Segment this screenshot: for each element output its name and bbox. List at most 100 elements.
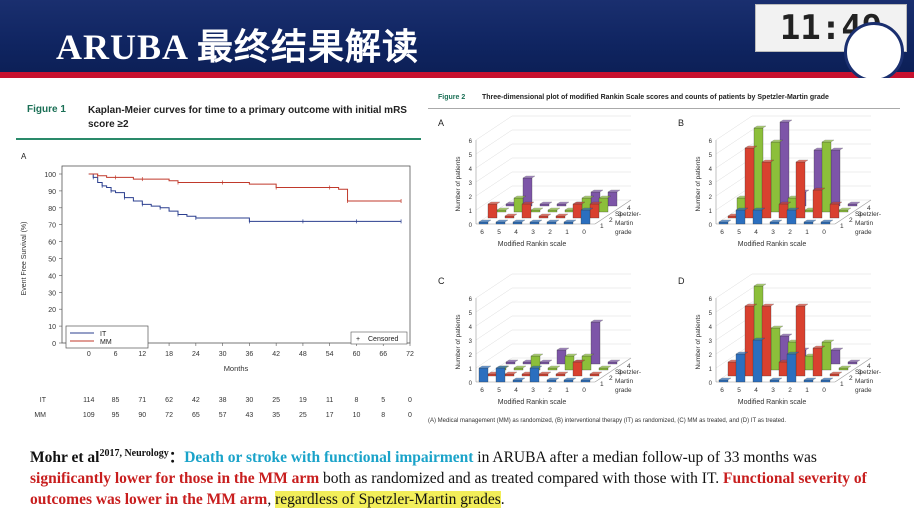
z-axis-label-1: Spetzler-	[615, 369, 641, 376]
z-axis-label-2: Martin	[615, 378, 633, 385]
x-tick-label: 18	[165, 351, 173, 358]
y-tick-label: 3	[469, 181, 473, 187]
bar-B-5-g3	[753, 127, 764, 213]
bar-A-0-g2	[589, 203, 600, 219]
bar-D-4-g1	[752, 339, 763, 383]
x-tick-label: 5	[737, 229, 741, 236]
bar-C-0-g3	[598, 367, 609, 371]
y-tick-label: 2	[709, 195, 713, 201]
x-tick-label: 1	[565, 387, 569, 394]
bar-B-1-g4	[830, 149, 841, 207]
bar-B-5-g2	[744, 147, 755, 219]
bar-C-4-g2	[521, 373, 532, 377]
at-risk-value: 71	[138, 397, 146, 404]
grid-line-side	[475, 143, 513, 169]
x-tick-label: 24	[192, 351, 200, 358]
bar-top	[803, 377, 817, 381]
bar-D-1-g4	[830, 349, 841, 365]
bar-top	[847, 359, 861, 363]
bar-C-3-g2	[538, 373, 549, 377]
z-tick-label: 1	[840, 381, 844, 388]
bar-top	[538, 213, 552, 217]
z-axis-label-1: Spetzler-	[855, 211, 881, 218]
bar-B-4-g3	[770, 141, 781, 213]
bar-top	[590, 319, 604, 323]
bar-B-3-g2	[778, 203, 789, 219]
bar-top	[770, 325, 784, 329]
bar-top	[821, 339, 835, 343]
at-risk-value: 0	[408, 397, 412, 404]
bar-top	[752, 337, 766, 341]
x-tick-label: 0	[582, 387, 586, 394]
bar-C-3-g4	[556, 349, 567, 365]
y-axis-label: Number of patients	[455, 314, 462, 370]
bar-top	[820, 219, 834, 223]
bar-top	[546, 219, 560, 223]
x-tick-label: 6	[114, 351, 118, 358]
y-tick-label: 10	[48, 324, 56, 331]
bar-D-0-g1	[820, 379, 831, 383]
bar-top	[589, 371, 603, 375]
at-risk-value: 30	[245, 397, 253, 404]
grid-line-side	[475, 171, 513, 197]
x-tick-label: 3	[531, 229, 535, 236]
grid-line-side	[475, 273, 513, 299]
y-tick-label: 30	[48, 290, 56, 297]
bar-top	[512, 377, 526, 381]
y-tick-label: 70	[48, 223, 56, 230]
x-tick-label: 3	[531, 387, 535, 394]
y-axis-label: Number of patients	[695, 156, 702, 212]
z-axis-label-3: grade	[615, 387, 632, 394]
bar-A-4-g3	[530, 209, 541, 213]
x-tick-label: 4	[754, 229, 758, 236]
at-risk-value: 38	[219, 397, 227, 404]
bar-top	[795, 303, 809, 307]
y-tick-label: 4	[709, 167, 713, 173]
summary-part-7: regardless of Spetzler-Martin grades	[275, 491, 501, 509]
bar-A-0-g3	[598, 197, 609, 213]
bar-top	[786, 207, 800, 211]
bar-C-1-g2	[572, 361, 583, 377]
at-risk-value: 0	[408, 412, 412, 419]
bar-top	[829, 201, 843, 205]
bar-top	[735, 207, 749, 211]
bar-C-3-g1	[529, 367, 540, 383]
bar-top	[590, 189, 604, 193]
km-line-IT	[88, 173, 402, 222]
summary-text: Mohr et al2017, Neurology：Death or strok…	[30, 443, 880, 510]
censored-label: Censored	[368, 336, 398, 343]
z-tick-label: 4	[627, 363, 631, 370]
y-tick-label: 5	[709, 153, 713, 159]
x-tick-label: 0	[582, 229, 586, 236]
bar-top	[830, 347, 844, 351]
z-tick-label: 3	[618, 211, 622, 218]
y-tick-label: 80	[48, 206, 56, 213]
grid-line-side	[475, 329, 513, 355]
bar-A-5-g4	[522, 177, 533, 207]
bar-A-3-g4	[556, 203, 567, 207]
z-tick-label: 1	[600, 223, 604, 230]
bar-B-2-g3	[804, 209, 815, 213]
x-axis-label: Modified Rankin scale	[738, 241, 807, 248]
bar-B-4-g4	[779, 121, 790, 207]
panel-label: B	[678, 118, 684, 128]
bar-C-0-g4	[607, 361, 618, 365]
figure-1-caption-text: Kaplan-Meier curves for time to a primar…	[88, 105, 407, 130]
bar-D-0-g4	[847, 361, 858, 365]
x-tick-label: 2	[548, 229, 552, 236]
y-tick-label: 20	[48, 307, 56, 314]
bar-top	[761, 303, 775, 307]
bar-top	[761, 159, 775, 163]
y-tick-label: 6	[469, 139, 473, 145]
y-tick-label: 0	[469, 381, 473, 387]
z-tick-label: 2	[849, 375, 853, 382]
bar-C-5-g3	[513, 367, 524, 371]
at-risk-value: 114	[83, 397, 94, 404]
y-tick-label: 1	[469, 367, 473, 373]
legend-label-IT: IT	[100, 331, 107, 338]
x-tick-label: 4	[514, 387, 518, 394]
